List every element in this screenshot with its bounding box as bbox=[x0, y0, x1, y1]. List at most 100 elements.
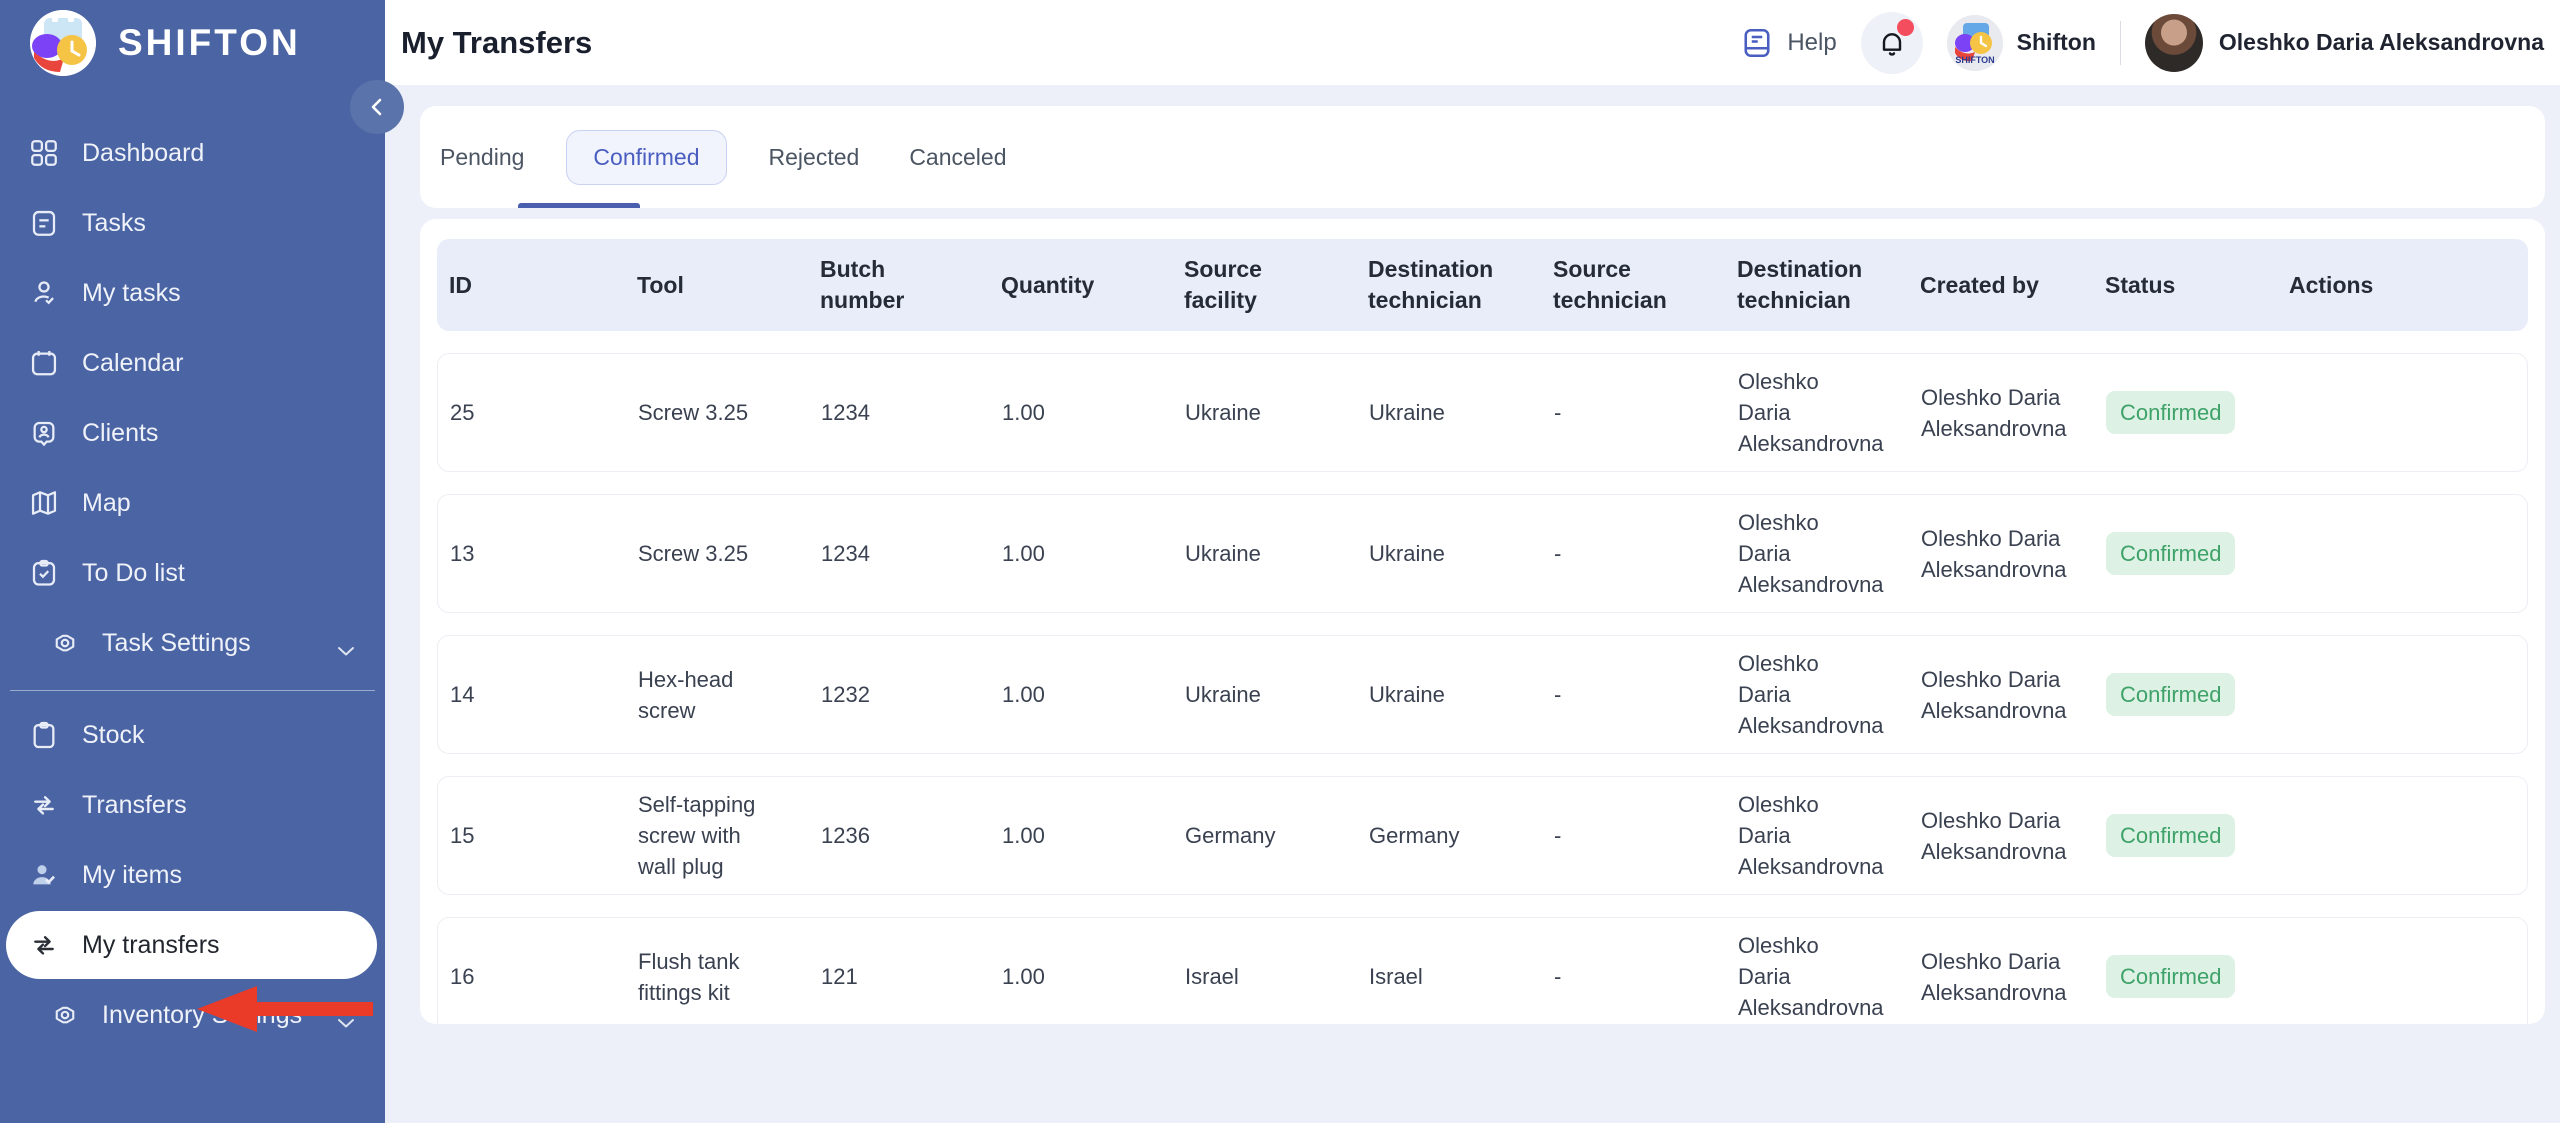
transfers-table: ID Tool Butch number Quantity Source fac… bbox=[420, 219, 2545, 1024]
sidebar-item-inventory-settings[interactable]: Inventory Settings bbox=[0, 980, 385, 1050]
cell-source-facility: Israel bbox=[1185, 964, 1239, 989]
svg-text:SHIFTON: SHIFTON bbox=[1955, 55, 1994, 65]
clients-icon bbox=[28, 417, 60, 449]
sidebar-item-my-transfers[interactable]: My transfers bbox=[6, 911, 377, 979]
header-divider bbox=[2119, 20, 2121, 65]
column-header-tool: Tool bbox=[637, 271, 684, 298]
cell-source-technician: - bbox=[1554, 964, 1562, 989]
company-name: Shifton bbox=[2016, 29, 2096, 55]
header-actions: Help SHIFTON Shifton bbox=[1739, 11, 2544, 74]
sidebar-item-todo-list[interactable]: To Do list bbox=[0, 538, 385, 608]
sidebar: SHIFTON Dashboard Tasks bbox=[0, 0, 404, 1123]
shifton-logo-icon bbox=[30, 10, 96, 76]
cell-destination-technician: Oleshko Daria Aleksandrovna bbox=[1738, 651, 1884, 738]
cell-id: 15 bbox=[450, 823, 475, 848]
cell-actions bbox=[2280, 683, 2527, 707]
table-row: 14 Hex-head screw 1232 1.00 Ukraine Ukra… bbox=[437, 635, 2528, 754]
table-row: 16 Flush tank fittings kit 121 1.00 Isra… bbox=[437, 917, 2528, 1024]
sidebar-item-label: My tasks bbox=[82, 278, 181, 307]
column-header-id: ID bbox=[449, 271, 472, 298]
help-button[interactable]: Help bbox=[1739, 25, 1837, 61]
user-name: Oleshko Daria Aleksandrovna bbox=[2218, 29, 2544, 55]
cell-destination-technician: Oleshko Daria Aleksandrovna bbox=[1738, 369, 1884, 456]
tab-rejected[interactable]: Rejected bbox=[768, 143, 860, 170]
cell-source-facility: Ukraine bbox=[1185, 541, 1261, 566]
cell-actions bbox=[2280, 965, 2527, 989]
my-transfers-icon bbox=[28, 929, 60, 961]
column-header-created-by: Created by bbox=[1920, 271, 2039, 298]
cell-quantity: 1.00 bbox=[1002, 682, 1045, 707]
cell-id: 25 bbox=[450, 400, 475, 425]
sidebar-item-label: My transfers bbox=[82, 930, 220, 959]
table-row: 25 Screw 3.25 1234 1.00 Ukraine Ukraine … bbox=[437, 353, 2528, 472]
calendar-icon bbox=[28, 347, 60, 379]
sidebar-item-transfers[interactable]: Transfers bbox=[0, 770, 385, 840]
status-badge: Confirmed bbox=[2106, 673, 2236, 716]
chevron-down-icon bbox=[337, 635, 355, 664]
sidebar-collapse-button[interactable] bbox=[350, 80, 404, 134]
transfers-icon bbox=[28, 789, 60, 821]
cell-destination-technician: Oleshko Daria Aleksandrovna bbox=[1738, 933, 1884, 1020]
column-header-source-technician: Source technician bbox=[1553, 256, 1667, 313]
sidebar-item-my-tasks[interactable]: My tasks bbox=[0, 258, 385, 328]
user-tasks-icon bbox=[28, 277, 60, 309]
column-header-destination-technician: Destination technician bbox=[1368, 256, 1494, 313]
stock-icon bbox=[28, 719, 60, 751]
tab-confirmed[interactable]: Confirmed bbox=[566, 129, 727, 185]
sidebar-item-calendar[interactable]: Calendar bbox=[0, 328, 385, 398]
table-header-row: ID Tool Butch number Quantity Source fac… bbox=[437, 239, 2528, 331]
column-header-quantity: Quantity bbox=[1001, 271, 1095, 298]
column-header-source-facility: Source facility bbox=[1184, 256, 1262, 313]
cell-tool: Flush tank fittings kit bbox=[638, 948, 740, 1005]
sidebar-item-tasks[interactable]: Tasks bbox=[0, 188, 385, 258]
sidebar-item-task-settings[interactable]: Task Settings bbox=[0, 608, 385, 678]
sidebar-item-my-items[interactable]: My items bbox=[0, 840, 385, 910]
user-avatar bbox=[2144, 13, 2203, 72]
company-logo-icon: SHIFTON bbox=[1946, 14, 2003, 71]
cell-status: Confirmed bbox=[2096, 943, 2280, 1010]
company-switcher[interactable]: SHIFTON Shifton bbox=[1946, 14, 2096, 71]
cell-created-by: Oleshko Daria Aleksandrovna bbox=[1921, 666, 2067, 723]
cell-created-by: Oleshko Daria Aleksandrovna bbox=[1921, 948, 2067, 1005]
tab-canceled[interactable]: Canceled bbox=[909, 143, 1007, 170]
cell-source-technician: - bbox=[1554, 682, 1562, 707]
sidebar-divider bbox=[10, 690, 375, 691]
sidebar-item-label: Dashboard bbox=[82, 138, 205, 167]
column-header-actions: Actions bbox=[2289, 271, 2374, 298]
sidebar-item-dashboard[interactable]: Dashboard bbox=[0, 118, 385, 188]
cell-quantity: 1.00 bbox=[1002, 400, 1045, 425]
sidebar-item-label: Calendar bbox=[82, 348, 184, 377]
column-header-destination-technician: Destination technician bbox=[1737, 256, 1863, 313]
status-badge: Confirmed bbox=[2106, 955, 2236, 998]
user-menu[interactable]: Oleshko Daria Aleksandrovna bbox=[2144, 13, 2544, 72]
cell-source-facility: Ukraine bbox=[1185, 400, 1261, 425]
column-header-butch-number: Butch number bbox=[820, 256, 905, 313]
sidebar-item-label: My items bbox=[82, 860, 182, 889]
help-label: Help bbox=[1787, 28, 1837, 56]
cell-butch-number: 1234 bbox=[821, 400, 870, 425]
gear-icon bbox=[50, 628, 80, 658]
notifications-button[interactable] bbox=[1860, 11, 1923, 74]
sidebar-item-label: Transfers bbox=[82, 790, 187, 819]
cell-source-technician: - bbox=[1554, 823, 1562, 848]
tab-pending[interactable]: Pending bbox=[440, 143, 525, 170]
sidebar-item-label: Stock bbox=[82, 720, 145, 749]
cell-status: Confirmed bbox=[2096, 802, 2280, 869]
chevron-left-icon bbox=[371, 98, 382, 116]
cell-tool: Screw 3.25 bbox=[638, 400, 749, 425]
sidebar-item-map[interactable]: Map bbox=[0, 468, 385, 538]
sidebar-item-label: Tasks bbox=[82, 208, 146, 237]
sidebar-item-stock[interactable]: Stock bbox=[0, 700, 385, 770]
cell-destination-facility: Ukraine bbox=[1369, 541, 1445, 566]
active-tab-underline bbox=[518, 203, 640, 208]
cell-destination-facility: Germany bbox=[1369, 823, 1460, 848]
cell-id: 13 bbox=[450, 541, 475, 566]
column-header-status: Status bbox=[2105, 271, 2176, 298]
cell-source-facility: Ukraine bbox=[1185, 682, 1261, 707]
cell-destination-technician: Oleshko Daria Aleksandrovna bbox=[1738, 792, 1884, 879]
cell-destination-facility: Ukraine bbox=[1369, 400, 1445, 425]
sidebar-item-clients[interactable]: Clients bbox=[0, 398, 385, 468]
sidebar-item-label: Map bbox=[82, 488, 131, 517]
sidebar-item-label: To Do list bbox=[82, 558, 185, 587]
cell-id: 14 bbox=[450, 682, 475, 707]
